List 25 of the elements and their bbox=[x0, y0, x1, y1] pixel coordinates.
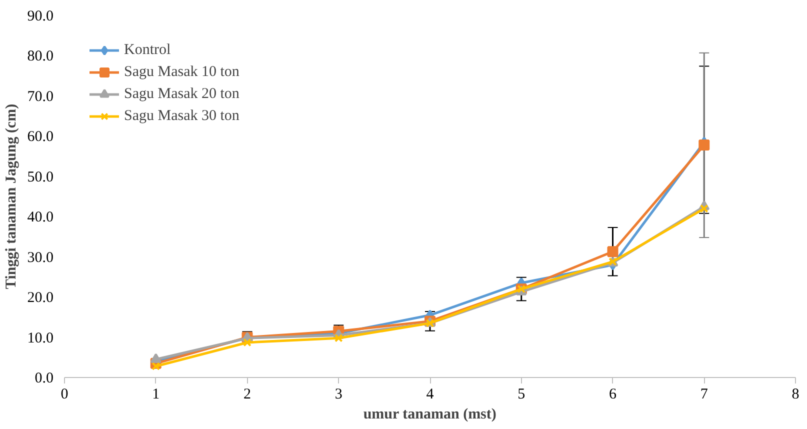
x-tick-label: 1 bbox=[152, 386, 160, 402]
y-tick-label: 20.0 bbox=[27, 290, 54, 306]
legend-label: Sagu Masak 20 ton bbox=[124, 86, 240, 102]
legend-label: Sagu Masak 10 ton bbox=[124, 64, 240, 80]
y-tick-label: 10.0 bbox=[27, 330, 54, 346]
x-tick-label: 2 bbox=[244, 386, 251, 402]
y-axis-title: Tinggi tanaman Jagung (cm) bbox=[3, 104, 20, 290]
y-tick-label: 90.0 bbox=[27, 8, 54, 24]
y-tick-label: 30.0 bbox=[27, 250, 54, 266]
y-tick-label: 0.0 bbox=[34, 370, 54, 386]
y-tick-label: 40.0 bbox=[27, 210, 54, 226]
x-tick-label: 4 bbox=[426, 386, 434, 402]
x-tick-label: 0 bbox=[60, 386, 68, 402]
x-tick-label: 7 bbox=[700, 386, 708, 402]
x-axis-title: umur tanaman (mst) bbox=[363, 406, 496, 422]
x-tick-label: 5 bbox=[518, 386, 526, 402]
legend-label: Kontrol bbox=[124, 42, 171, 58]
x-tick-label: 6 bbox=[609, 386, 617, 402]
x-tick-label: 8 bbox=[792, 386, 800, 402]
x-tick-label: 3 bbox=[334, 386, 342, 402]
legend-label: Sagu Masak 30 ton bbox=[124, 108, 240, 124]
y-tick-label: 70.0 bbox=[27, 88, 54, 105]
y-tick-label: 80.0 bbox=[27, 48, 54, 65]
y-tick-label: 60.0 bbox=[27, 129, 54, 146]
y-tick-label: 50.0 bbox=[27, 169, 54, 186]
